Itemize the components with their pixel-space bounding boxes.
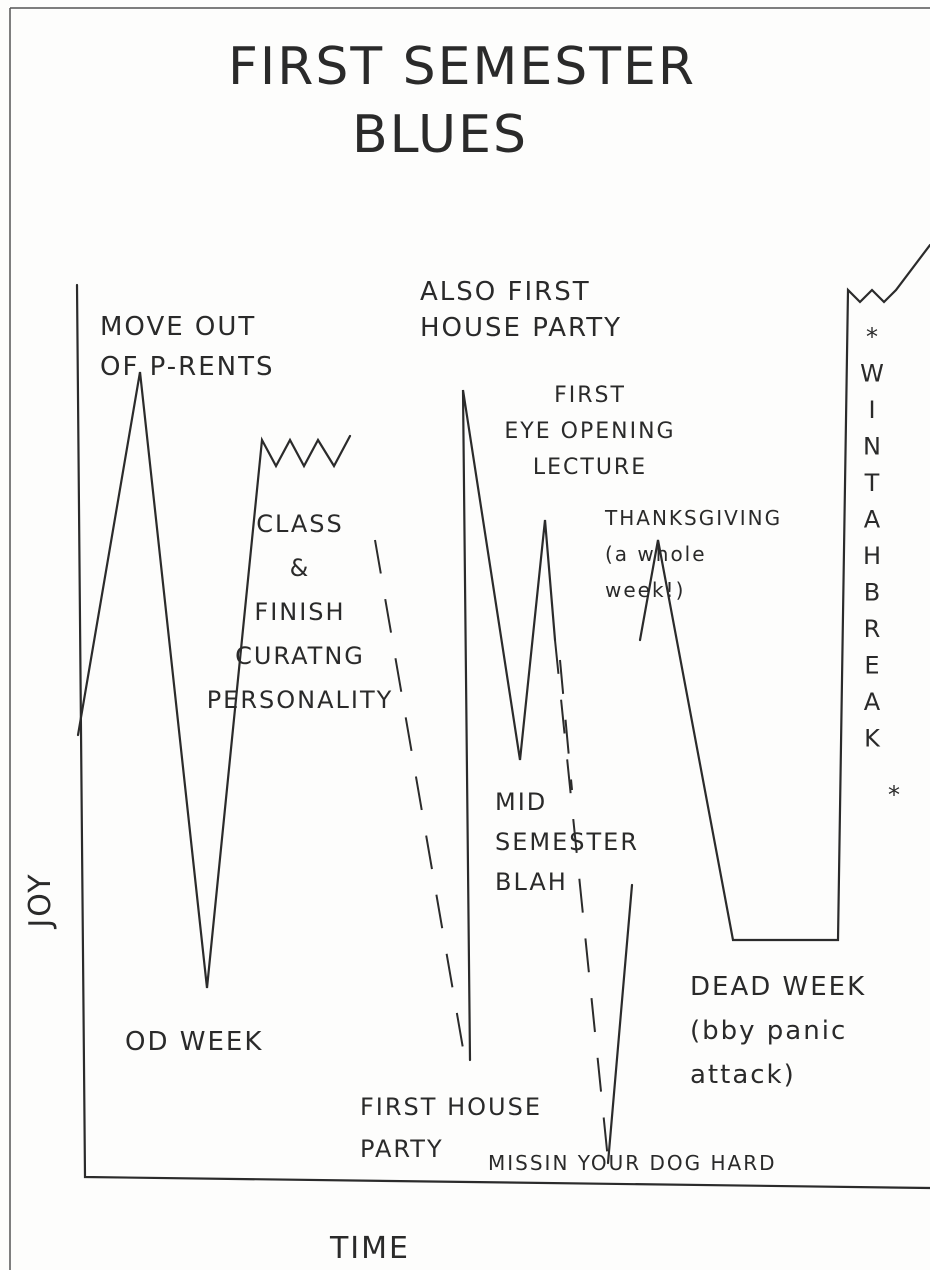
annotation: A [864, 688, 882, 716]
annotation: CURATNG [235, 642, 365, 670]
annotation: THANKSGIVING [604, 506, 782, 530]
annotation: * [866, 323, 880, 351]
annotation: attack) [690, 1060, 796, 1090]
annotation: PERSONALITY [207, 686, 394, 714]
annotation: LECTURE [533, 455, 647, 480]
annotation: E [864, 652, 881, 680]
annotation: W [860, 360, 886, 388]
annotation: H [863, 542, 883, 570]
annotation: (a whole [605, 542, 707, 566]
annotation: (bby panic [690, 1016, 847, 1046]
annotation: CLASS [256, 510, 344, 538]
annotation: MISSIN YOUR DOG HARD [488, 1151, 777, 1175]
annotation: FIRST [554, 383, 626, 408]
joy-line [461, 389, 557, 1062]
annotation: DEAD WEEK [690, 972, 866, 1002]
annotation: A [864, 506, 882, 534]
joy-line [76, 371, 352, 989]
annotation: R [864, 615, 883, 643]
annotation: B [864, 579, 882, 607]
annotation: ALSO FIRST [420, 277, 591, 307]
annotations: MOVE OUT OF P-RENTS OD WEEK CLASS & FINISH CUR… [100, 277, 902, 1175]
annotation: MID [495, 788, 547, 816]
y-axis-label: JOY [23, 872, 58, 929]
joy-line [606, 883, 634, 1165]
annotation: * [888, 781, 902, 809]
annotation: MOVE OUT [100, 312, 256, 342]
annotation: I [868, 396, 877, 424]
axes [75, 283, 930, 1190]
annotation: & [290, 554, 311, 582]
annotation: PARTY [360, 1135, 444, 1163]
annotation: N [863, 433, 883, 461]
annotation: HOUSE PARTY [420, 313, 622, 343]
annotation: T [864, 469, 882, 497]
annotation: OD WEEK [125, 1027, 263, 1057]
annotation: week!) [605, 578, 685, 602]
annotation: FIRST HOUSE [360, 1093, 542, 1121]
chart-title: BLUES [352, 105, 528, 165]
annotation: BLAH [495, 868, 568, 896]
annotation: OF P-RENTS [100, 352, 275, 382]
annotation: FINISH [254, 598, 345, 626]
joy-line-dashed [554, 639, 609, 1161]
joy-line-dashed [559, 659, 573, 791]
annotation: SEMESTER [495, 828, 639, 856]
joy-line-dashed [374, 539, 466, 1061]
joy-line [638, 243, 930, 942]
chart-title: FIRST SEMESTER [228, 37, 696, 97]
annotation: EYE OPENING [504, 419, 675, 444]
annotation: K [864, 725, 882, 753]
x-axis-label: TIME [329, 1231, 410, 1266]
